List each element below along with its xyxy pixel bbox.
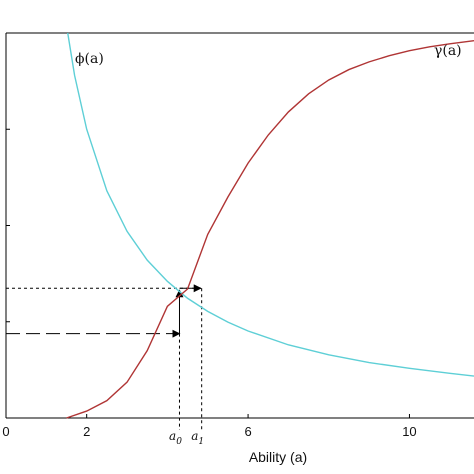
phi-curve-label: ϕ(a) [75, 51, 104, 67]
labels-layer: ϕ(a) γ(a) a0 a1 [75, 43, 462, 447]
x-tick-label-0: 0 [2, 424, 9, 439]
x-axis-title: Ability (a) [249, 449, 307, 465]
x-tick-label-2: 6 [244, 424, 251, 439]
guide-lines [6, 284, 203, 430]
marker-label-0: a0 [169, 429, 182, 447]
x-tick-label-1: 2 [83, 424, 90, 439]
marker-subscript-0: 0 [176, 437, 182, 447]
marker-label-1: a1 [191, 429, 204, 447]
series-line-0 [67, 32, 474, 377]
marker-subscript-1: 1 [198, 437, 204, 447]
series-line-1 [66, 40, 474, 419]
x-axis-ticks: 0 2 6 10 [2, 414, 417, 439]
series-layer [66, 32, 474, 419]
gamma-curve-label: γ(a) [434, 43, 462, 59]
plot-frame [5, 32, 474, 419]
x-tick-label-3: 10 [402, 424, 416, 439]
